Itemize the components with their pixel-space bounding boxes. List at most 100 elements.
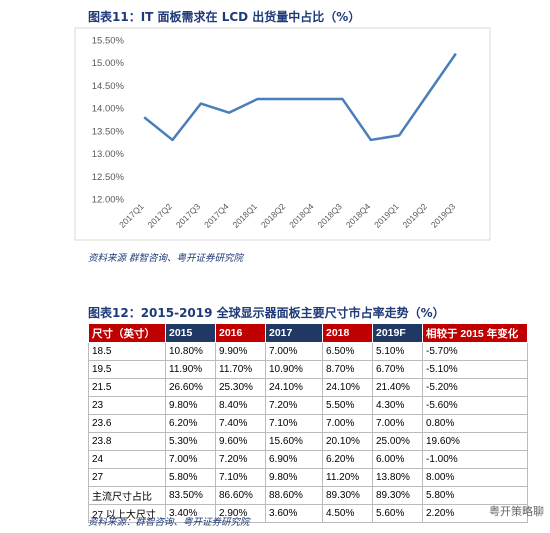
chart-frame <box>74 27 491 241</box>
table-cell: 89.30% <box>372 486 423 505</box>
y-tick-label: 12.00% <box>92 195 125 206</box>
table-cell: 7.40% <box>215 414 266 433</box>
table-row: 19.5 11.90% 11.70% 10.90% 8.70% 6.70% -5.10% <box>88 360 528 379</box>
header-cell: 2017 <box>265 323 323 343</box>
table-row: 主流尺寸占比 83.50% 86.60% 88.60% 89.30% 89.30% 5.80… <box>88 486 528 505</box>
chart: 12.00% 12.50% 13.00% 13.50% 14.00% 14.50% 15.0… <box>74 27 491 241</box>
table-cell: 10.90% <box>265 360 323 379</box>
x-tick-label: 2018Q1 <box>230 201 259 230</box>
header-cell: 2016 <box>215 323 266 343</box>
table-title: 图表12：2015-2019 全球显示器面板主要尺寸市占率走势（%） <box>88 306 445 320</box>
header-cell: 尺寸（英寸） <box>88 323 166 343</box>
chart-title: 图表11：IT 面板需求在 LCD 出货量中占比（%） <box>88 10 361 24</box>
table-cell: 主流尺寸占比 <box>88 486 166 505</box>
chart-source: 资料来源 群智咨询、粤开证券研究院 <box>88 253 244 264</box>
table-cell: 24 <box>88 450 166 469</box>
table-cell: 13.80% <box>372 468 423 487</box>
table-cell: 7.00% <box>372 414 423 433</box>
header-cell: 相较于 2015 年变化 <box>422 323 528 343</box>
table-cell: 2.20% <box>422 504 528 523</box>
table-cell: 3.60% <box>265 504 323 523</box>
header-cell: 2015 <box>165 323 216 343</box>
table-cell: 11.20% <box>322 468 373 487</box>
x-tick-label: 2019Q3 <box>429 201 458 230</box>
table-cell: 5.60% <box>372 504 423 523</box>
table-cell: -1.00% <box>422 450 528 469</box>
y-tick-label: 15.50% <box>92 36 125 47</box>
table-cell: 7.20% <box>215 450 266 469</box>
table-cell: 27 <box>88 468 166 487</box>
table-cell: 24.10% <box>265 378 323 397</box>
y-tick-label: 12.50% <box>92 172 125 183</box>
y-tick-label: 13.00% <box>92 149 125 160</box>
table-cell: 19.60% <box>422 432 528 451</box>
table-cell: 7.10% <box>215 468 266 487</box>
table-cell: 7.10% <box>265 414 323 433</box>
header-row: 尺寸（英寸） 2015 2016 2017 2018 2019F 相较于 2015 年变化 <box>88 323 528 343</box>
table-cell: 9.60% <box>215 432 266 451</box>
table-cell: 15.60% <box>265 432 323 451</box>
table-cell: 6.50% <box>322 342 373 361</box>
x-tick-label: 2017Q2 <box>145 201 174 230</box>
table-cell: 18.5 <box>88 342 166 361</box>
table-cell: 24.10% <box>322 378 373 397</box>
table-cell: -5.60% <box>422 396 528 415</box>
table-cell: 9.90% <box>215 342 266 361</box>
table-cell: 26.60% <box>165 378 216 397</box>
table-cell: 7.00% <box>165 450 216 469</box>
watermark: 粤开策略聊 <box>489 505 544 518</box>
table-cell: -5.70% <box>422 342 528 361</box>
table-cell: 23 <box>88 396 166 415</box>
table-cell: 10.80% <box>165 342 216 361</box>
x-tick-label: 2017Q3 <box>174 201 203 230</box>
table-cell: 11.90% <box>165 360 216 379</box>
table-cell: 83.50% <box>165 486 216 505</box>
table-row: 23.8 5.30% 9.60% 15.60% 20.10% 25.00% 19.60% <box>88 432 528 451</box>
table: 尺寸（英寸） 2015 2016 2017 2018 2019F 相较于 2015 年变化 1… <box>88 323 528 523</box>
header-cell: 2019F <box>372 323 423 343</box>
table-cell: 9.80% <box>165 396 216 415</box>
y-tick-label: 14.00% <box>92 104 125 115</box>
table-row: 23.6 6.20% 7.40% 7.10% 7.00% 7.00% 0.80% <box>88 414 528 433</box>
table-cell: 21.40% <box>372 378 423 397</box>
table-cell: 23.6 <box>88 414 166 433</box>
y-tick-label: 15.00% <box>92 58 125 69</box>
table-cell: 4.30% <box>372 396 423 415</box>
table-cell: 0.80% <box>422 414 528 433</box>
table-cell: 8.70% <box>322 360 373 379</box>
table-cell: 5.30% <box>165 432 216 451</box>
table-row: 24 7.00% 7.20% 6.90% 6.20% 6.00% -1.00% <box>88 450 528 469</box>
table-row: 23 9.80% 8.40% 7.20% 5.50% 4.30% -5.60% <box>88 396 528 415</box>
table-cell: 7.00% <box>265 342 323 361</box>
table-cell: 5.80% <box>422 486 528 505</box>
table-row: 21.5 26.60% 25.30% 24.10% 24.10% 21.40% -5.20% <box>88 378 528 397</box>
table-cell: 8.40% <box>215 396 266 415</box>
x-tick-label: 2018Q3 <box>315 201 344 230</box>
table-cell: 23.8 <box>88 432 166 451</box>
y-tick-label: 14.50% <box>92 81 125 92</box>
line <box>143 52 457 142</box>
table-cell: 4.50% <box>322 504 373 523</box>
table-row: 18.5 10.80% 9.90% 7.00% 6.50% 5.10% -5.70% <box>88 342 528 361</box>
table-cell: 6.90% <box>265 450 323 469</box>
table-cell: 6.00% <box>372 450 423 469</box>
table-cell: -5.20% <box>422 378 528 397</box>
x-tick-label: 2019Q2 <box>400 201 429 230</box>
table-cell: 7.00% <box>322 414 373 433</box>
table-cell: 5.80% <box>165 468 216 487</box>
table-cell: 6.20% <box>165 414 216 433</box>
table-cell: -5.10% <box>422 360 528 379</box>
table-cell: 9.80% <box>265 468 323 487</box>
table-cell: 5.50% <box>322 396 373 415</box>
table-cell: 86.60% <box>215 486 266 505</box>
table-cell: 7.20% <box>265 396 323 415</box>
table-cell: 11.70% <box>215 360 266 379</box>
x-tick-label: 2018Q4 <box>344 201 373 230</box>
x-tick-label: 2019Q1 <box>372 201 401 230</box>
x-tick-label: 2017Q4 <box>202 201 231 230</box>
table-cell: 21.5 <box>88 378 166 397</box>
table-cell: 6.20% <box>322 450 373 469</box>
table-cell: 8.00% <box>422 468 528 487</box>
table-row: 27 5.80% 7.10% 9.80% 11.20% 13.80% 8.00% <box>88 468 528 487</box>
